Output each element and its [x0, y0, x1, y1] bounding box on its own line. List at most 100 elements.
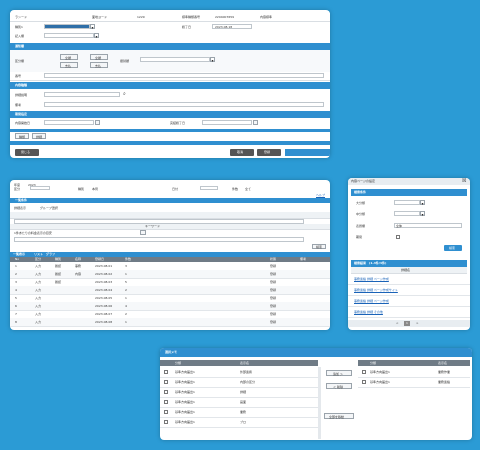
- tab-type[interactable]: 種類: [15, 133, 29, 139]
- list-item[interactable]: 基準方向届出1 業務作業: [358, 367, 470, 378]
- criteria-field[interactable]: [14, 219, 304, 224]
- right-list: 基準方向届出1 業務作業 基準方向届出1 業務連絡: [358, 367, 470, 439]
- option-all-2[interactable]: 全額: [90, 54, 108, 60]
- row-checkbox[interactable]: [164, 410, 168, 414]
- table-cell: 登録: [270, 295, 277, 300]
- transfer-dropdown-icon[interactable]: [210, 57, 215, 63]
- search-icon[interactable]: ⌕: [123, 91, 126, 97]
- period-checkbox[interactable]: [396, 235, 400, 239]
- remove-button[interactable]: ＜ 削除: [326, 383, 352, 389]
- list-item[interactable]: 基準方向届出1 内部の区分: [160, 377, 318, 388]
- keyword-field[interactable]: [14, 237, 304, 242]
- table-cell: 確認: [55, 263, 62, 268]
- table-cell: 2: [125, 311, 127, 316]
- table-cell: 入力: [35, 287, 42, 292]
- list-item[interactable]: 基準方向届出1 業務連絡: [358, 377, 470, 388]
- pager-prev[interactable]: <: [396, 321, 399, 325]
- table-row[interactable]: 4 入力 2023.08.04 2 登録: [10, 286, 330, 295]
- list-item-cell: 詳細: [240, 389, 247, 394]
- area-code-label: 面地ヨード: [92, 15, 108, 19]
- date-field[interactable]: [212, 24, 252, 29]
- content-standard-label: 内容標準: [260, 15, 273, 19]
- help-link[interactable]: ヘルプ: [316, 193, 326, 197]
- end-date-field[interactable]: [202, 120, 252, 125]
- list-item-cell: 業務作業: [438, 369, 451, 374]
- add-button[interactable]: 追加 ＞: [326, 370, 352, 376]
- search-criteria-header: 検索条件: [351, 189, 467, 196]
- footer-accent: [285, 149, 330, 156]
- move-all-button[interactable]: 全部を移動: [324, 413, 354, 419]
- table-cell: 1: [125, 295, 127, 300]
- pager-current[interactable]: 1: [404, 321, 410, 326]
- row-checkbox[interactable]: [164, 400, 168, 404]
- list-item-cell: 内部の区分: [240, 379, 256, 384]
- result-row[interactable]: 事務連絡 詳細 ページ作成: [348, 296, 470, 307]
- close-button[interactable]: 閉じる: [15, 149, 39, 156]
- table-cell: 登録: [270, 319, 277, 324]
- result-row[interactable]: 事務連絡 詳細 その他: [348, 307, 470, 318]
- calendar-icon[interactable]: [95, 120, 100, 125]
- middle-dropdown-icon[interactable]: [420, 211, 425, 217]
- period-section-header: 期間指定: [10, 111, 330, 118]
- tab-detail[interactable]: 詳細: [32, 133, 46, 139]
- calendar-icon[interactable]: [253, 120, 258, 125]
- table-cell: 1: [125, 319, 127, 324]
- row-checkbox[interactable]: [164, 380, 168, 384]
- search-button[interactable]: 検索: [312, 244, 326, 249]
- result-row[interactable]: 事務連絡 詳細 ページ作成サイト: [348, 285, 470, 296]
- filter-type-label: 種別: [78, 187, 85, 191]
- start-date-field[interactable]: [44, 120, 94, 125]
- remarks-label: 備考: [15, 103, 22, 107]
- filter-date-select[interactable]: [200, 186, 218, 190]
- type-select[interactable]: [44, 24, 90, 29]
- list-item[interactable]: 基準方向届出1 ブロ: [160, 417, 318, 428]
- left-scrollbar[interactable]: [318, 367, 321, 439]
- number-field[interactable]: [44, 73, 324, 78]
- pager-next[interactable]: >: [416, 321, 419, 325]
- side-search-button[interactable]: 検索: [444, 245, 462, 251]
- list-item[interactable]: 基準方向届出1 詳細: [160, 387, 318, 398]
- list-item[interactable]: 基準方向届出1 外部連携: [160, 367, 318, 378]
- save-button[interactable]: 登録: [257, 149, 281, 156]
- type-dropdown-icon[interactable]: [90, 24, 95, 30]
- keyword-button[interactable]: [140, 230, 146, 235]
- row-checkbox[interactable]: [362, 370, 366, 374]
- table-cell: 登録: [270, 271, 277, 276]
- result-row[interactable]: 事務連絡 詳細 ページ作成: [348, 274, 470, 285]
- entry-dropdown-icon[interactable]: [94, 33, 99, 39]
- option-pay-2[interactable]: 支払: [90, 62, 108, 68]
- middle-category-select[interactable]: [394, 211, 420, 216]
- list-item[interactable]: 基準方向届出1 画面: [160, 397, 318, 408]
- tab-strip: [10, 129, 330, 132]
- list-item[interactable]: 基準方向届出1 業務: [160, 407, 318, 418]
- option-pay-1[interactable]: 支払: [60, 62, 78, 68]
- option-all-1[interactable]: 全額: [60, 54, 78, 60]
- tab-list[interactable]: リスト: [34, 252, 44, 256]
- filter-area-select[interactable]: [30, 186, 50, 190]
- table-row[interactable]: 8 入力 2023.08.08 1 登録: [10, 318, 330, 327]
- table-row[interactable]: 2 入力 確認 内容 2023.08.02 1 登録: [10, 270, 330, 279]
- filter-area-label: 区分: [14, 187, 21, 191]
- detail-field[interactable]: [44, 92, 120, 97]
- table-cell: 1: [15, 263, 17, 268]
- close-icon[interactable]: ☒: [462, 178, 467, 184]
- remarks-field[interactable]: [44, 102, 324, 107]
- filter-count-label: 件数: [232, 187, 239, 191]
- table-row[interactable]: 6 入力 2023.08.06 4 登録: [10, 302, 330, 311]
- tab-graph[interactable]: グラフ: [46, 252, 56, 256]
- row-checkbox[interactable]: [164, 370, 168, 374]
- list-item-cell: 画面: [240, 399, 247, 404]
- major-dropdown-icon[interactable]: [420, 200, 425, 206]
- entry-field[interactable]: [44, 33, 94, 38]
- title-field[interactable]: [394, 223, 462, 228]
- row-checkbox[interactable]: [362, 380, 366, 384]
- cancel-button[interactable]: 取消: [230, 149, 254, 156]
- table-cell: 登録: [270, 263, 277, 268]
- table-cell: 4: [15, 287, 17, 292]
- grid-column-header: No 区分 種別 名称 登録日 件数 状態 備考: [10, 257, 330, 262]
- table-cell: 入力: [35, 303, 42, 308]
- row-checkbox[interactable]: [164, 390, 168, 394]
- row-checkbox[interactable]: [164, 420, 168, 424]
- major-category-select[interactable]: [394, 200, 420, 205]
- transfer-amount-select[interactable]: [140, 57, 210, 62]
